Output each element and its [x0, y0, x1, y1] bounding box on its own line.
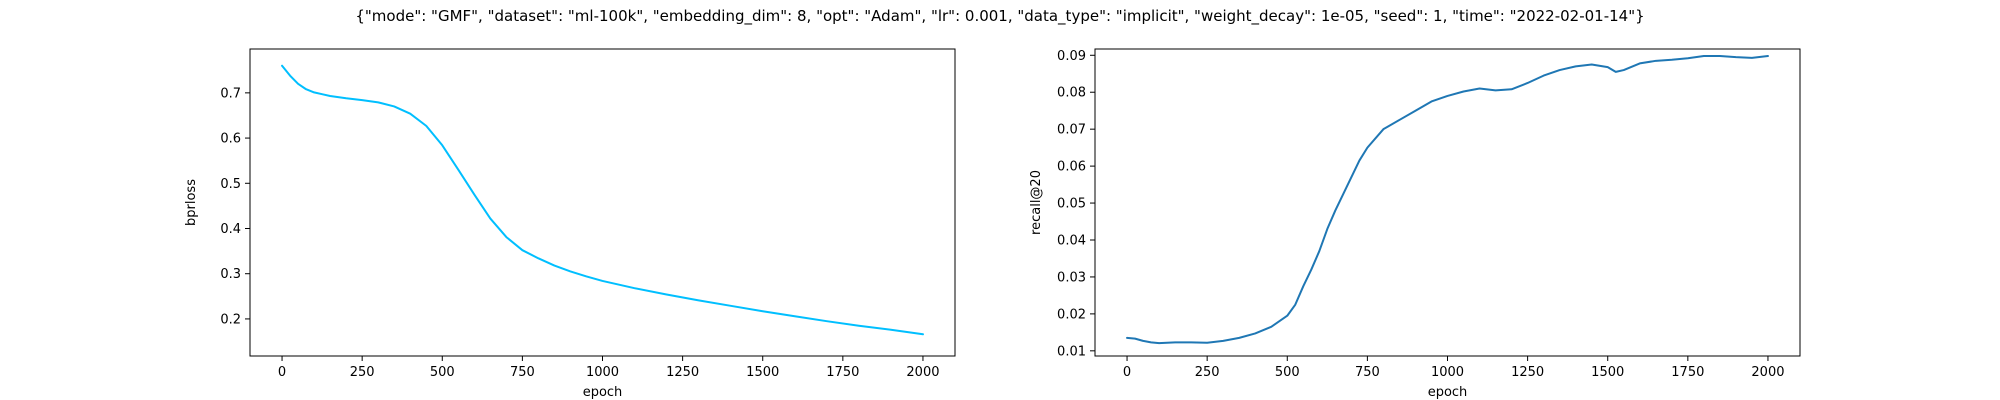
- recall-y-tick-label: 0.05: [1057, 197, 1086, 212]
- recall-x-tick-label: 0: [1123, 365, 1131, 380]
- recall-y-tick-label: 0.06: [1057, 160, 1086, 175]
- bprloss-x-tick-label: 2000: [906, 365, 939, 380]
- recall-y-tick-label: 0.02: [1057, 307, 1086, 322]
- recall-x-tick-label: 2000: [1751, 365, 1784, 380]
- bprloss-y-tick-label: 0.5: [220, 177, 241, 192]
- recall-x-tick-label: 1250: [1511, 365, 1544, 380]
- recall-x-tick-label: 500: [1275, 365, 1300, 380]
- bprloss-x-tick-label: 1500: [746, 365, 779, 380]
- bprloss-x-tick-label: 500: [430, 365, 455, 380]
- recall-x-tick-label: 1750: [1671, 365, 1704, 380]
- recall-x-tick-label: 750: [1355, 365, 1380, 380]
- bprloss-x-tick-label: 1250: [666, 365, 699, 380]
- bprloss-plot: 0 250 500 750 1000 1250 1500 1750 2000 0.2 0.3 0.4 0…: [184, 48, 956, 400]
- bprloss-y-tick-label: 0.2: [220, 312, 241, 327]
- recall-series-line-0: [1126, 55, 1769, 345]
- bprloss-y-tick-label: 0.4: [220, 222, 241, 237]
- bprloss-x-tick-label: 0: [278, 365, 286, 380]
- bprloss-x-tick-label: 1000: [586, 365, 619, 380]
- recall-y-tick-label: 0.07: [1057, 123, 1086, 138]
- recall-x-axis-label: epoch: [1428, 385, 1468, 400]
- recall-y-tick-label: 0.01: [1057, 344, 1086, 359]
- bprloss-x-axis-label: epoch: [583, 385, 623, 400]
- recall-x-tick-label: 250: [1195, 365, 1220, 380]
- figure-suptitle: {"mode": "GMF", "dataset": "ml-100k", "e…: [355, 7, 1644, 26]
- bprloss-x-tick-label: 250: [350, 365, 375, 380]
- bprloss-y-axis-label: bprloss: [184, 179, 199, 226]
- recall-y-tick-label: 0.09: [1057, 49, 1086, 64]
- recall-y-tick-label: 0.04: [1057, 233, 1086, 248]
- bprloss-y-tick-label: 0.7: [220, 86, 241, 101]
- bprloss-y-tick-label: 0.6: [220, 132, 241, 147]
- bprloss-series-line-0: [281, 64, 924, 336]
- bprloss-y-tick-label: 0.3: [220, 267, 241, 282]
- recall-x-tick-label: 1500: [1591, 365, 1624, 380]
- bprloss-x-tick-label: 750: [510, 365, 535, 380]
- recall-x-tick-label: 1000: [1431, 365, 1464, 380]
- recall-y-axis-label: recall@20: [1029, 170, 1044, 235]
- bprloss-x-tick-label: 1750: [826, 365, 859, 380]
- recall-y-tick-label: 0.08: [1057, 86, 1086, 101]
- bprloss-axes-frame: [249, 48, 956, 357]
- recall-y-tick-label: 0.03: [1057, 270, 1086, 285]
- recall-plot: 0 250 500 750 1000 1250 1500 1750 2000 0.01 0.02 0.…: [1029, 48, 1801, 400]
